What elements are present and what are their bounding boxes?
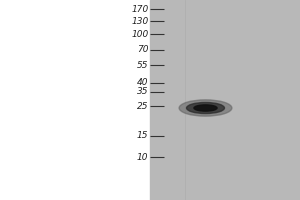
Text: 170: 170: [131, 4, 148, 14]
Bar: [150, 0, 300, 200]
Ellipse shape: [194, 105, 217, 111]
Text: 100: 100: [131, 30, 148, 39]
Text: 40: 40: [137, 78, 148, 87]
Text: 70: 70: [137, 46, 148, 54]
Text: 25: 25: [137, 102, 148, 111]
Text: 130: 130: [131, 17, 148, 25]
Text: 55: 55: [137, 60, 148, 70]
Text: 35: 35: [137, 88, 148, 97]
Ellipse shape: [187, 102, 224, 114]
Text: 10: 10: [137, 152, 148, 162]
Ellipse shape: [179, 100, 232, 116]
Text: 15: 15: [137, 132, 148, 140]
